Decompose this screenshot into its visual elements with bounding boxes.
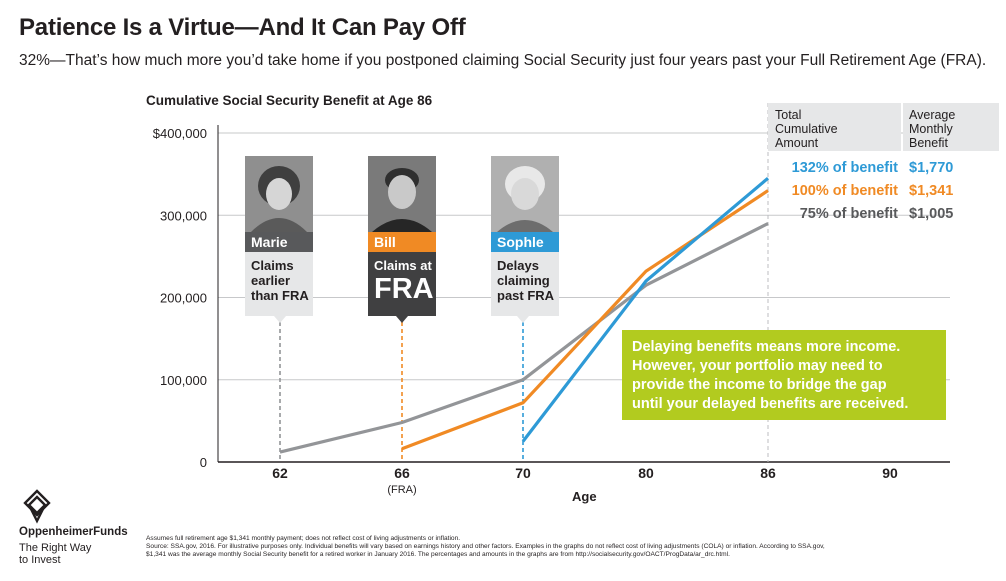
bill-photo [368,156,436,232]
x-tick-label: 86 [760,465,776,481]
table-row: 100% of benefit [760,183,898,201]
chart-title: Cumulative Social Security Benefit at Ag… [146,93,433,108]
header-line: Benefit [909,136,948,150]
sophle-name: Sophle [491,232,559,252]
subheadline: 32%—That’s how much more you’d take home… [19,52,987,69]
callout-line: until your delayed benefits are received… [632,396,909,412]
header-line: Average [909,108,956,122]
x-tick-label: 80 [638,465,654,481]
callout-line: Delaying benefits means more income. [632,339,901,355]
y-tick-label: $400,000 [153,126,207,141]
marie-photo [245,156,313,232]
callout-line: provide the income to bridge the gap [632,377,887,393]
y-tick-label: 200,000 [160,291,207,306]
footnote: Assumes full retirement age $1,341 month… [146,535,996,559]
y-tick-label: 0 [200,455,207,470]
series-line-marie [279,222,769,454]
desc-line: Claims [251,258,294,273]
row-amount: $1,341 [909,183,954,199]
table-row: 132% of benefit [760,160,898,178]
desc-line: than FRA [251,288,309,303]
x-tick-label: 90 [882,465,898,481]
brand-logo [19,488,55,529]
bill-name: Bill [368,232,436,252]
x-tick-sublabel: (FRA) [387,484,416,496]
brand-tagline: The Right Way to Invest [19,542,109,566]
desc-big-line: FRA [374,273,434,305]
row-percent: 100% of benefit [791,183,898,199]
sophle-description: Delays claiming past FRA [491,252,559,316]
desc-line: Claims at [374,258,432,273]
marie-name: Marie [245,232,313,252]
callout-line: However, your portfolio may need to [632,358,883,374]
row-amount: $1,005 [909,206,954,222]
table-header-total: Total Cumulative Amount [768,103,901,151]
person-portrait-icon [368,156,436,232]
brand-name: OppenheimerFunds [19,526,128,538]
tagline-line: to Invest [19,554,61,566]
row-percent: 75% of benefit [799,206,898,222]
desc-line: Delays [497,258,539,273]
y-tick-label: 100,000 [160,373,207,388]
header-line: Total [775,108,802,122]
desc-line: earlier [251,273,291,288]
footnote-line: $1,341 was the average monthly Social Se… [146,551,730,558]
person-portrait-icon [491,156,559,232]
bill-description: Claims at FRA [368,252,436,316]
oppenheimer-logo-icon [23,489,51,524]
x-tick-label: 62 [272,465,288,481]
header-line: Monthly [909,122,953,136]
footnote-line: Source: SSA.gov, 2016. For illustrative … [146,543,825,550]
person-portrait-icon [245,156,313,232]
y-tick-label: 300,000 [160,208,207,223]
row-amount: $1,770 [909,160,954,176]
x-tick-label: 66 [394,465,410,481]
card-pointer [396,316,408,323]
row-percent: 132% of benefit [791,160,898,176]
header-line: Amount [775,136,819,150]
sophle-photo [491,156,559,232]
x-axis-label: Age [572,489,597,504]
tagline-line: The Right Way [19,542,92,554]
table-row: 75% of benefit [760,206,898,224]
x-tick-label: 70 [515,465,531,481]
desc-line: claiming [497,273,550,288]
header-line: Cumulative [775,122,838,136]
headline: Patience Is a Virtue—And It Can Pay Off [19,14,466,41]
series-line-sophle [521,176,770,443]
table-header-average: Average Monthly Benefit [903,103,999,151]
card-pointer [517,316,529,323]
card-pointer [274,316,286,323]
marie-description: Claims earlier than FRA [245,252,313,316]
footnote-line: Assumes full retirement age $1,341 month… [146,535,461,542]
callout-box: Delaying benefits means more income. How… [622,330,946,420]
desc-line: past FRA [497,288,555,303]
